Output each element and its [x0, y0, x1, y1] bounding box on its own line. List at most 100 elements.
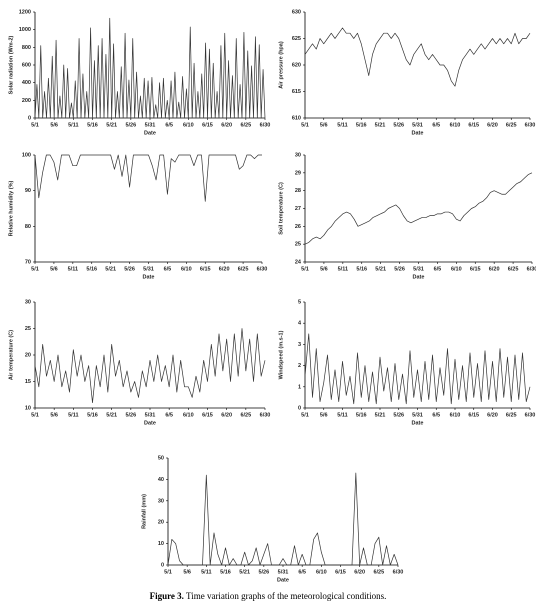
y-axis-label: Rainfall (mm) [141, 494, 147, 529]
x-tick-label: 5/6 [320, 266, 328, 272]
x-tick-label: 5/26 [393, 122, 404, 128]
x-tick-label: 6/20 [354, 569, 365, 575]
x-tick-label: 5/1 [31, 122, 39, 128]
x-tick-label: 6/25 [238, 266, 249, 272]
x-tick-label: 6/20 [221, 122, 232, 128]
x-tick-label: 5/6 [320, 412, 328, 418]
x-tick-label: 6/10 [450, 122, 461, 128]
x-tick-label: 5/21 [239, 569, 250, 575]
y-axis-label: Air pressure (hpa) [278, 41, 284, 89]
x-tick-label: 5/26 [124, 266, 135, 272]
y-tick-label: 1000 [19, 27, 31, 33]
panel: 610 615 620 625 630 5/1 5/6 5/11 5/16 5/21 5/26 5/3… [278, 9, 535, 136]
x-tick-label: 6/30 [260, 122, 271, 128]
y-tick-label: 70 [25, 259, 31, 265]
data-line [167, 472, 399, 566]
y-tick-label: 625 [292, 36, 301, 42]
y-tick-label: 30 [25, 299, 31, 305]
x-tick-label: 6/25 [240, 412, 251, 418]
x-tick-label: 6/30 [527, 266, 536, 272]
x-tick-label: 5/31 [412, 122, 423, 128]
panel: 0 1 2 3 4 5 5/1 5/6 5/11 5/16 5/21 5/26 5/31 6/5 6/10 6… [278, 299, 535, 426]
y-tick-label: 27 [295, 206, 301, 212]
x-tick-label: 5/21 [375, 412, 386, 418]
x-tick-label: 5/1 [31, 266, 39, 272]
x-tick-label: 6/30 [525, 412, 536, 418]
x-tick-label: 5/26 [125, 122, 136, 128]
x-tick-label: 6/20 [487, 122, 498, 128]
y-tick-label: 25 [25, 326, 31, 332]
x-tick-label: 6/30 [393, 569, 404, 575]
y-tick-label: 615 [292, 89, 301, 95]
x-tick-label: 5/21 [375, 266, 386, 272]
x-tick-label: 5/16 [86, 266, 97, 272]
x-tick-label: 6/20 [221, 412, 232, 418]
x-tick-label: 6/30 [257, 266, 268, 272]
panel: 10 15 20 25 30 5/1 5/6 5/11 5/16 5/21 5/26 5/31 6/5 6… [8, 299, 270, 426]
x-tick-label: 5/1 [31, 412, 39, 418]
data-line [304, 333, 531, 405]
x-tick-label: 6/15 [200, 266, 211, 272]
x-tick-label: 6/10 [183, 122, 194, 128]
x-tick-label: 5/26 [394, 266, 405, 272]
x-axis-label: Date [144, 130, 156, 136]
x-tick-label: 5/6 [50, 122, 58, 128]
y-tick-label: 620 [292, 62, 301, 68]
x-tick-label: 5/26 [393, 412, 404, 418]
y-tick-label: 2 [298, 363, 301, 369]
x-tick-label: 6/15 [202, 412, 213, 418]
y-tick-label: 28 [295, 188, 301, 194]
x-tick-label: 5/1 [301, 122, 309, 128]
y-axis-label: Soil temperature (C) [278, 182, 284, 235]
y-tick-label: 0 [161, 562, 164, 568]
y-tick-label: 4 [298, 321, 302, 327]
caption: Figure 3. Time variation graphs of the m… [150, 591, 387, 601]
x-tick-label: 6/25 [373, 569, 384, 575]
x-tick-label: 6/5 [432, 122, 440, 128]
caption-text: Time variation graphs of the meteorologi… [186, 591, 386, 601]
x-axis-label: Date [277, 577, 289, 583]
y-tick-label: 1200 [19, 9, 31, 15]
x-tick-label: 5/16 [87, 122, 98, 128]
y-tick-label: 600 [22, 62, 31, 68]
x-tick-label: 6/15 [468, 412, 479, 418]
x-tick-label: 5/6 [320, 122, 328, 128]
y-tick-label: 30 [158, 498, 164, 504]
y-axis-label: Windspeed (m.s-1) [278, 330, 284, 379]
x-tick-label: 5/26 [258, 569, 269, 575]
data-line [34, 17, 266, 119]
y-tick-label: 400 [22, 80, 31, 86]
x-tick-label: 5/31 [413, 266, 424, 272]
y-tick-label: 26 [295, 224, 301, 230]
panel: 0 200 400 600 800 1000 1200 5/1 5/6 5/11 5/16 5/21 5… [8, 9, 270, 136]
x-tick-label: 5/16 [356, 266, 367, 272]
x-tick-label: 5/26 [125, 412, 136, 418]
x-tick-label: 5/31 [145, 412, 156, 418]
x-tick-label: 6/5 [434, 266, 442, 272]
x-tick-label: 6/25 [506, 412, 517, 418]
x-tick-label: 6/20 [219, 266, 230, 272]
x-tick-label: 5/21 [106, 412, 117, 418]
x-tick-label: 5/11 [338, 266, 348, 272]
y-axis-label: Air temperature (C) [8, 330, 14, 380]
y-tick-label: 30 [295, 152, 301, 158]
x-tick-label: 5/16 [220, 569, 231, 575]
x-tick-label: 6/15 [468, 122, 479, 128]
y-tick-label: 610 [292, 115, 301, 121]
x-tick-label: 6/25 [506, 122, 517, 128]
x-tick-label: 6/5 [164, 266, 172, 272]
x-tick-label: 5/21 [105, 266, 116, 272]
y-tick-label: 20 [158, 520, 164, 526]
y-tick-label: 800 [22, 45, 31, 51]
x-tick-label: 5/31 [412, 412, 423, 418]
x-tick-label: 6/15 [470, 266, 481, 272]
x-tick-label: 6/15 [202, 122, 213, 128]
x-tick-label: 5/11 [337, 122, 347, 128]
x-tick-label: 6/20 [489, 266, 500, 272]
x-tick-label: 5/21 [106, 122, 117, 128]
y-tick-label: 80 [25, 224, 31, 230]
x-tick-label: 5/11 [337, 412, 347, 418]
x-tick-label: 5/21 [375, 122, 386, 128]
